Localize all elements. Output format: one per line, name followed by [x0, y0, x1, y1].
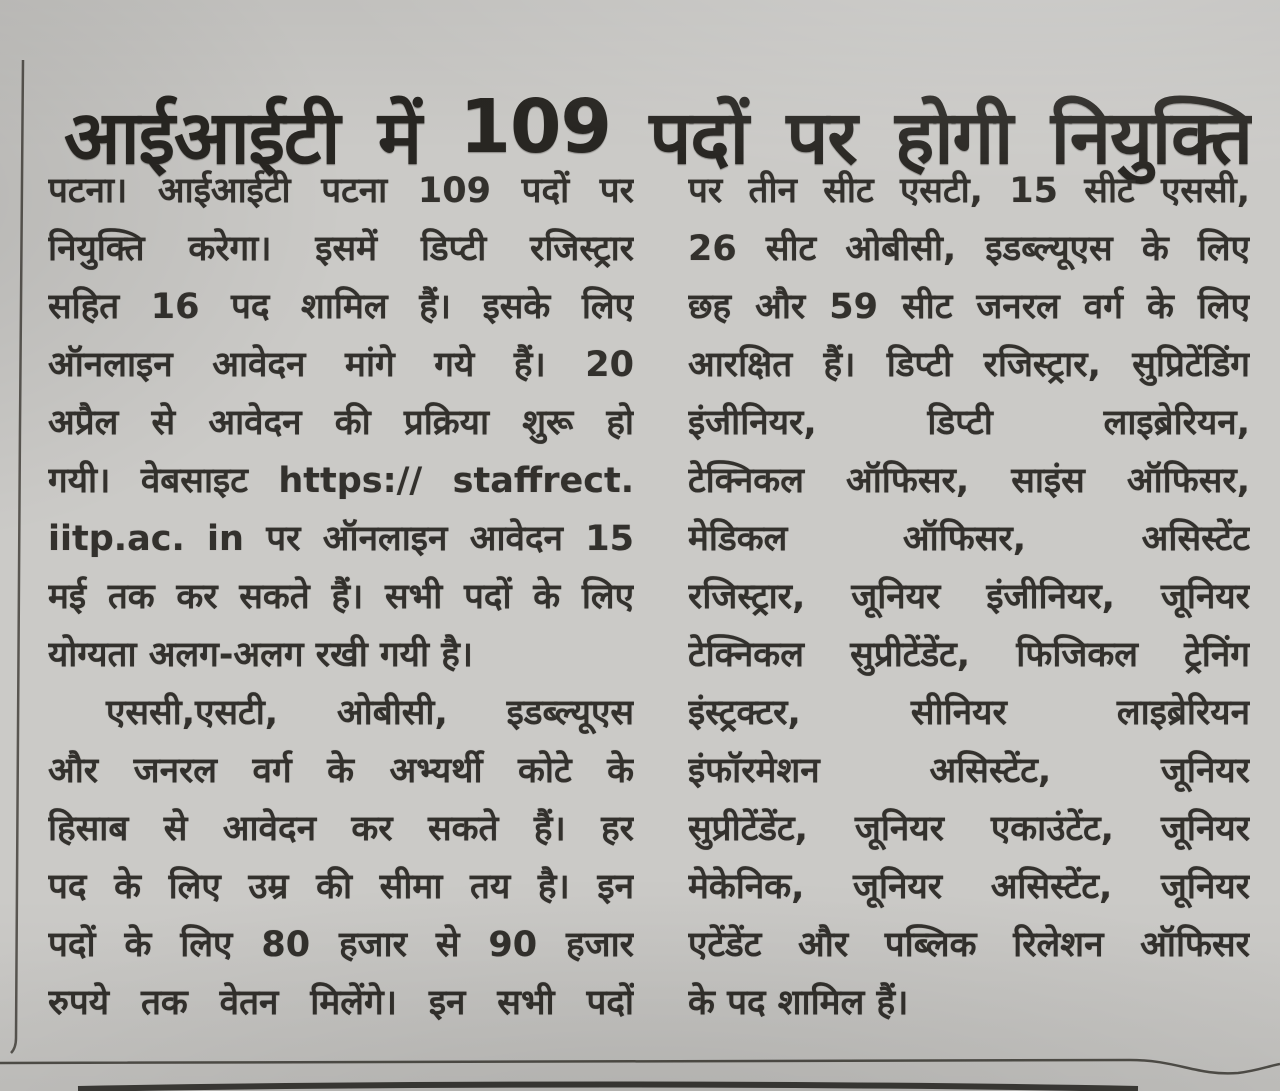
body-text-line: पद के लिए उम्र की सीमा तय है। इन — [48, 867, 634, 907]
body-text-line: मई तक कर सकते हैं। सभी पदों के लिए — [48, 577, 634, 617]
bottom-divider-rule — [0, 1058, 1280, 1075]
body-text-line: इंजीनियर, डिप्टी लाइब्रेरियन, — [688, 403, 1250, 443]
headline-word: आईआईटी — [64, 94, 340, 181]
body-text-line: इंस्ट्रक्टर, सीनियर लाइब्रेरियन — [688, 693, 1250, 733]
body-text-line: अप्रैल से आवेदन की प्रक्रिया शुरू हो — [48, 403, 634, 443]
body-text-line: एटेंडेंट और पब्लिक रिलेशन ऑफिसर — [688, 925, 1250, 965]
body-text-line: मेडिकल ऑफिसर, असिस्टेंट — [688, 519, 1250, 559]
body-text-line: मेकेनिक, जूनियर असिस्टेंट, जूनियर — [688, 867, 1250, 907]
body-text-line: आरक्षित हैं। डिप्टी रजिस्ट्रार, सुप्रिटे… — [688, 345, 1250, 385]
body-text-line: योग्यता अलग-अलग रखी गयी है। — [48, 635, 474, 675]
body-text-line: गयी। वेबसाइट https:// staffrect. — [48, 461, 634, 501]
body-text-line: रजिस्ट्रार, जूनियर इंजीनियर, जूनियर — [688, 577, 1250, 617]
body-text-line: ऑनलाइन आवेदन मांगे गये हैं। 20 — [48, 345, 634, 385]
headline-word: होगी — [895, 94, 1013, 181]
bottom-edge-rule — [77, 1081, 1139, 1091]
body-text-line: रुपये तक वेतन मिलेंगे। इन सभी पदों — [48, 983, 634, 1023]
body-text-line: इंफॉरमेशन असिस्टेंट, जूनियर — [688, 751, 1250, 791]
body-text-line: सुप्रीटेंडेंट, जूनियर एकाउंटेंट, जूनियर — [688, 809, 1250, 849]
body-text-line: सहित 16 पद शामिल हैं। इसके लिए — [48, 287, 634, 327]
headline-word: पदों — [649, 94, 748, 181]
body-text-line: पर तीन सीट एसटी, 15 सीट एससी, — [688, 171, 1250, 211]
headline-word: नियुक्ति — [1050, 94, 1252, 181]
body-text-line: टेक्निकल ऑफिसर, साइंस ऑफिसर, — [688, 461, 1250, 501]
body-text-line: पदों के लिए 80 हजार से 90 हजार — [48, 925, 634, 965]
body-text-line: टेक्निकल सुप्रीटेंडेंट, फिजिकल ट्रेनिंग — [688, 635, 1250, 675]
body-text-line: एससी,एसटी, ओबीसी, इडब्ल्यूएस — [106, 693, 634, 733]
body-text-line: हिसाब से आवेदन कर सकते हैं। हर — [48, 809, 634, 849]
headline-word: में — [377, 94, 422, 181]
article-column-right: पर तीन सीट एसटी, 15 सीट एससी, 26 सीट ओबीस… — [688, 163, 1250, 1033]
body-text-line: पटना। आईआईटी पटना 109 पदों पर — [48, 171, 634, 211]
body-text-line: छह और 59 सीट जनरल वर्ग के लिए — [688, 287, 1250, 327]
body-text-line: 26 सीट ओबीसी, इडब्ल्यूएस के लिए — [688, 229, 1250, 269]
headline-word: पर — [786, 94, 857, 181]
left-border-rule — [10, 59, 25, 1054]
body-text-line: और जनरल वर्ग के अभ्यर्थी कोटे के — [48, 751, 634, 791]
article-column-left: पटना। आईआईटी पटना 109 पदों पर नियुक्ति कर… — [48, 163, 634, 1033]
body-text-line: के पद शामिल हैं। — [688, 983, 909, 1023]
body-text-line: नियुक्ति करेगा। इसमें डिप्टी रजिस्ट्रार — [48, 229, 634, 269]
body-text-line: iitp.ac. in पर ऑनलाइन आवेदन 15 — [48, 519, 634, 559]
headline-word: 109 — [459, 83, 612, 170]
headline: आईआईटी में 109 पदों पर होगी नियुक्ति — [64, 84, 1252, 202]
